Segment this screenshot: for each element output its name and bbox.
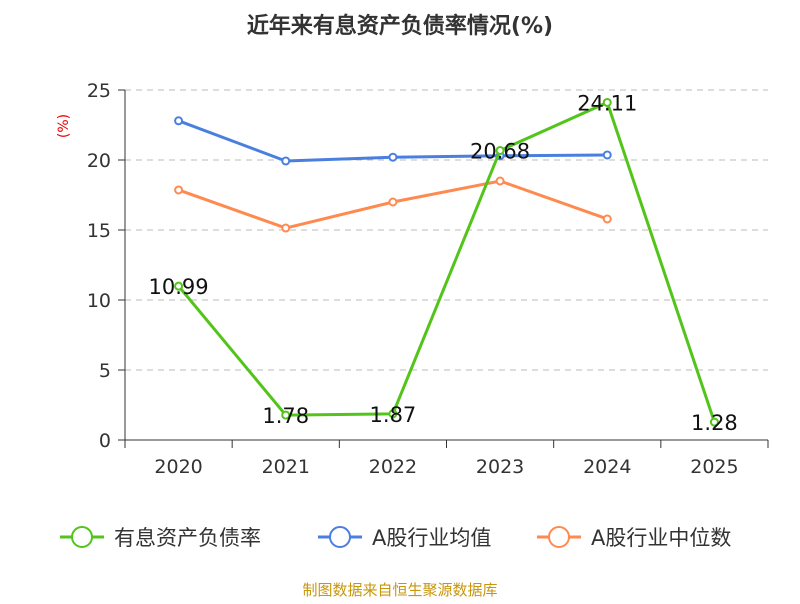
data-label: 10.99 [149, 275, 209, 299]
legend-item[interactable]: A股行业中位数 [537, 526, 731, 550]
legend-item[interactable]: A股行业均值 [318, 526, 491, 550]
chart-title: 近年来有息资产负债率情况(%) [247, 13, 553, 39]
legend-item[interactable]: 有息资产负债率 [60, 526, 261, 550]
legend-label: 有息资产负债率 [114, 526, 261, 550]
data-point[interactable] [174, 185, 184, 195]
legend-circle-icon [329, 526, 351, 548]
legend-circle-icon [71, 526, 93, 548]
y-tick-label: 15 [87, 220, 111, 242]
data-point[interactable] [602, 150, 612, 160]
data-point[interactable] [281, 223, 291, 233]
series-line [177, 100, 716, 423]
x-tick-label: 2021 [262, 456, 310, 478]
x-tick-label: 2024 [583, 456, 631, 478]
data-point[interactable] [281, 156, 291, 166]
data-point[interactable] [709, 417, 719, 427]
data-label: 20.68 [470, 139, 530, 163]
x-tick-label: 2020 [154, 456, 202, 478]
data-label: 1.87 [370, 403, 417, 427]
data-point[interactable] [388, 197, 398, 207]
data-point[interactable] [174, 281, 184, 291]
y-axis-label: (%) [56, 114, 72, 138]
data-point[interactable] [495, 176, 505, 186]
y-tick-label: 0 [99, 430, 111, 452]
data-point[interactable] [174, 116, 184, 126]
data-point[interactable] [495, 145, 505, 155]
data-point[interactable] [602, 214, 612, 224]
y-tick-label: 5 [99, 360, 111, 382]
x-tick-label: 2023 [476, 456, 524, 478]
data-point[interactable] [388, 409, 398, 419]
data-label: 1.28 [691, 411, 738, 435]
data-point[interactable] [602, 97, 612, 107]
source-note: 制图数据来自恒生聚源数据库 [302, 581, 497, 599]
x-tick-label: 2025 [690, 456, 738, 478]
y-tick-label: 10 [87, 290, 111, 312]
y-tick-label: 25 [87, 80, 111, 102]
legend-circle-icon [548, 526, 570, 548]
y-tick-label: 20 [87, 150, 111, 172]
data-point[interactable] [281, 410, 291, 420]
data-label: 1.78 [262, 404, 309, 428]
data-point[interactable] [388, 152, 398, 162]
legend-label: A股行业中位数 [591, 526, 731, 550]
x-tick-label: 2022 [369, 456, 417, 478]
data-label: 24.11 [577, 91, 637, 115]
legend-label: A股行业均值 [372, 526, 491, 550]
